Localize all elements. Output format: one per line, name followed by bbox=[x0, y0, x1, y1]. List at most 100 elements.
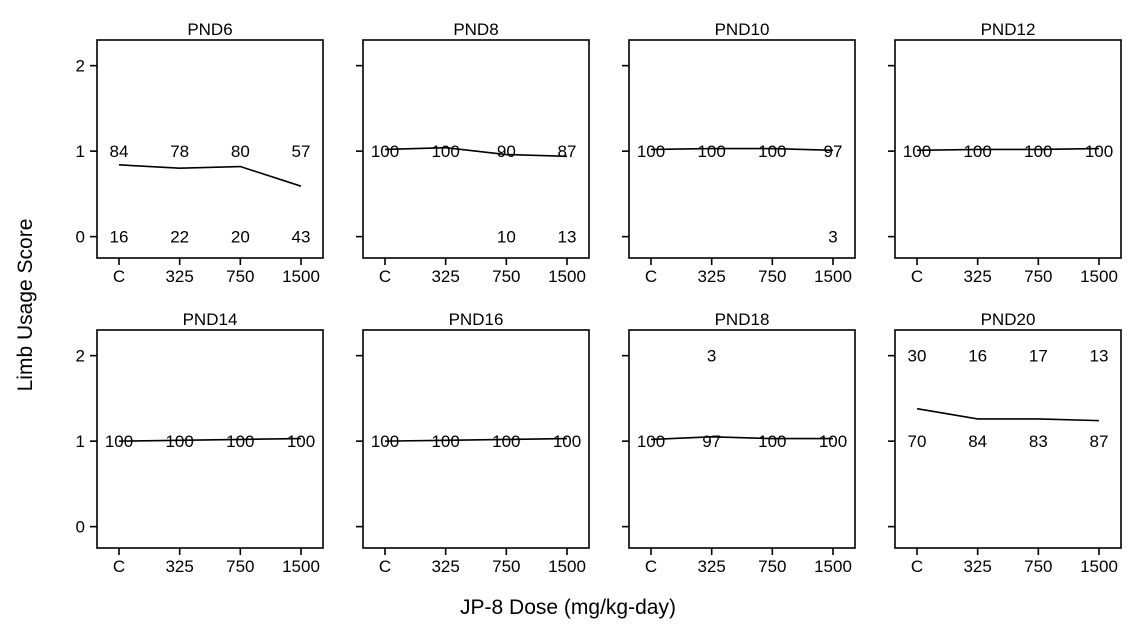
panel-pnd12: PND12 C 325 750 1500 100 100 100 100 bbox=[888, 20, 1122, 286]
data-label: 97 bbox=[702, 432, 721, 451]
x-tick-label: 325 bbox=[963, 557, 991, 576]
data-label: 100 bbox=[371, 432, 399, 451]
x-tick-label: 750 bbox=[758, 557, 786, 576]
x-tick-label: 1500 bbox=[282, 557, 320, 576]
series-line bbox=[118, 437, 302, 442]
plot-frame bbox=[628, 329, 856, 549]
data-label: 100 bbox=[226, 432, 254, 451]
plot-frame bbox=[894, 39, 1122, 259]
data-label: 100 bbox=[903, 142, 931, 161]
data-label: 100 bbox=[758, 432, 786, 451]
x-tick-label: 750 bbox=[1024, 557, 1052, 576]
panel-pnd16: PND16 C 325 750 1500 100 100 100 100 bbox=[356, 310, 590, 576]
y-tick-label: 2 bbox=[76, 57, 85, 76]
data-label: 100 bbox=[165, 432, 193, 451]
y-tick-label: 2 bbox=[76, 347, 85, 366]
plot-frame bbox=[628, 39, 856, 259]
x-tick-label: C bbox=[645, 557, 657, 576]
x-tick-label: 1500 bbox=[814, 557, 852, 576]
x-tick-label: C bbox=[911, 557, 923, 576]
data-label: 100 bbox=[637, 142, 665, 161]
data-label: 100 bbox=[371, 142, 399, 161]
x-tick-label: 325 bbox=[165, 267, 193, 286]
y-tick-label: 1 bbox=[76, 142, 85, 161]
data-label: 100 bbox=[758, 142, 786, 161]
data-label: 87 bbox=[558, 142, 577, 161]
data-label: 100 bbox=[819, 432, 847, 451]
x-tick-label: 750 bbox=[492, 557, 520, 576]
plot-frame bbox=[362, 39, 590, 259]
x-tick-label: C bbox=[645, 267, 657, 286]
data-label: 100 bbox=[287, 432, 315, 451]
x-tick-label: 1500 bbox=[1080, 557, 1118, 576]
data-label: 83 bbox=[1029, 432, 1048, 451]
data-label: 100 bbox=[105, 432, 133, 451]
panel-pnd10: PND10 C 325 750 1500 100 100 100 97 3 bbox=[622, 20, 856, 286]
panel-title: PND12 bbox=[981, 20, 1036, 39]
panel-pnd8: PND8 C 325 750 1500 100 100 90 87 10 13 bbox=[356, 20, 590, 286]
panel-pnd6: PND6 0 1 2 C 325 750 1500 84 78 80 57 16 22 20 43 bbox=[76, 20, 324, 286]
series-line bbox=[118, 164, 302, 187]
panel-title: PND20 bbox=[981, 310, 1036, 329]
x-tick-label: C bbox=[379, 267, 391, 286]
data-label: 90 bbox=[497, 142, 516, 161]
data-label: 22 bbox=[170, 228, 189, 247]
data-label: 100 bbox=[553, 432, 581, 451]
plot-frame bbox=[96, 329, 324, 549]
y-tick-label: 1 bbox=[76, 432, 85, 451]
data-label: 43 bbox=[292, 228, 311, 247]
data-label: 80 bbox=[231, 142, 250, 161]
data-label: 100 bbox=[431, 432, 459, 451]
data-label: 13 bbox=[558, 228, 577, 247]
x-tick-label: 1500 bbox=[548, 557, 586, 576]
y-tick-label: 0 bbox=[76, 228, 85, 247]
data-label: 100 bbox=[963, 142, 991, 161]
panel-title: PND10 bbox=[715, 20, 770, 39]
x-tick-label: 750 bbox=[492, 267, 520, 286]
panel-title: PND18 bbox=[715, 310, 770, 329]
x-tick-label: 325 bbox=[165, 557, 193, 576]
data-label: 20 bbox=[231, 228, 250, 247]
data-label: 100 bbox=[492, 432, 520, 451]
panel-title: PND16 bbox=[449, 310, 504, 329]
data-label: 57 bbox=[292, 142, 311, 161]
data-label: 16 bbox=[968, 347, 987, 366]
panel-title: PND8 bbox=[453, 20, 498, 39]
series-line bbox=[384, 437, 568, 442]
x-tick-label: C bbox=[113, 267, 125, 286]
series-line bbox=[916, 147, 1100, 152]
series-line bbox=[650, 147, 834, 152]
x-tick-label: 750 bbox=[1024, 267, 1052, 286]
data-label: 16 bbox=[110, 228, 129, 247]
data-label: 10 bbox=[497, 228, 516, 247]
series-line bbox=[916, 407, 1100, 422]
x-tick-label: 325 bbox=[697, 557, 725, 576]
series-line bbox=[650, 436, 833, 441]
panel-title: PND14 bbox=[183, 310, 238, 329]
x-tick-label: 325 bbox=[963, 267, 991, 286]
data-label: 78 bbox=[170, 142, 189, 161]
x-tick-label: 1500 bbox=[814, 267, 852, 286]
data-label: 97 bbox=[824, 142, 843, 161]
x-axis-title: JP-8 Dose (mg/kg-day) bbox=[460, 596, 676, 619]
data-label: 100 bbox=[1024, 142, 1052, 161]
x-tick-label: 750 bbox=[226, 267, 254, 286]
x-tick-label: 325 bbox=[697, 267, 725, 286]
panel-pnd18: PND18 C 325 750 1500 3 100 97 100 100 bbox=[622, 310, 856, 576]
plot-frame bbox=[894, 329, 1122, 549]
x-tick-label: C bbox=[911, 267, 923, 286]
y-tick-label: 0 bbox=[76, 518, 85, 537]
x-tick-label: 1500 bbox=[548, 267, 586, 286]
x-tick-label: 325 bbox=[431, 557, 459, 576]
data-label: 84 bbox=[968, 432, 987, 451]
x-tick-label: 1500 bbox=[282, 267, 320, 286]
data-label: 3 bbox=[707, 347, 716, 366]
data-label: 70 bbox=[908, 432, 927, 451]
y-axis-title: Limb Usage Score bbox=[14, 219, 37, 392]
data-label: 13 bbox=[1090, 347, 1109, 366]
data-label: 100 bbox=[637, 432, 665, 451]
data-label: 100 bbox=[697, 142, 725, 161]
panel-pnd14: PND14 0 1 2 C 325 750 1500 100 100 100 100 bbox=[76, 310, 324, 576]
